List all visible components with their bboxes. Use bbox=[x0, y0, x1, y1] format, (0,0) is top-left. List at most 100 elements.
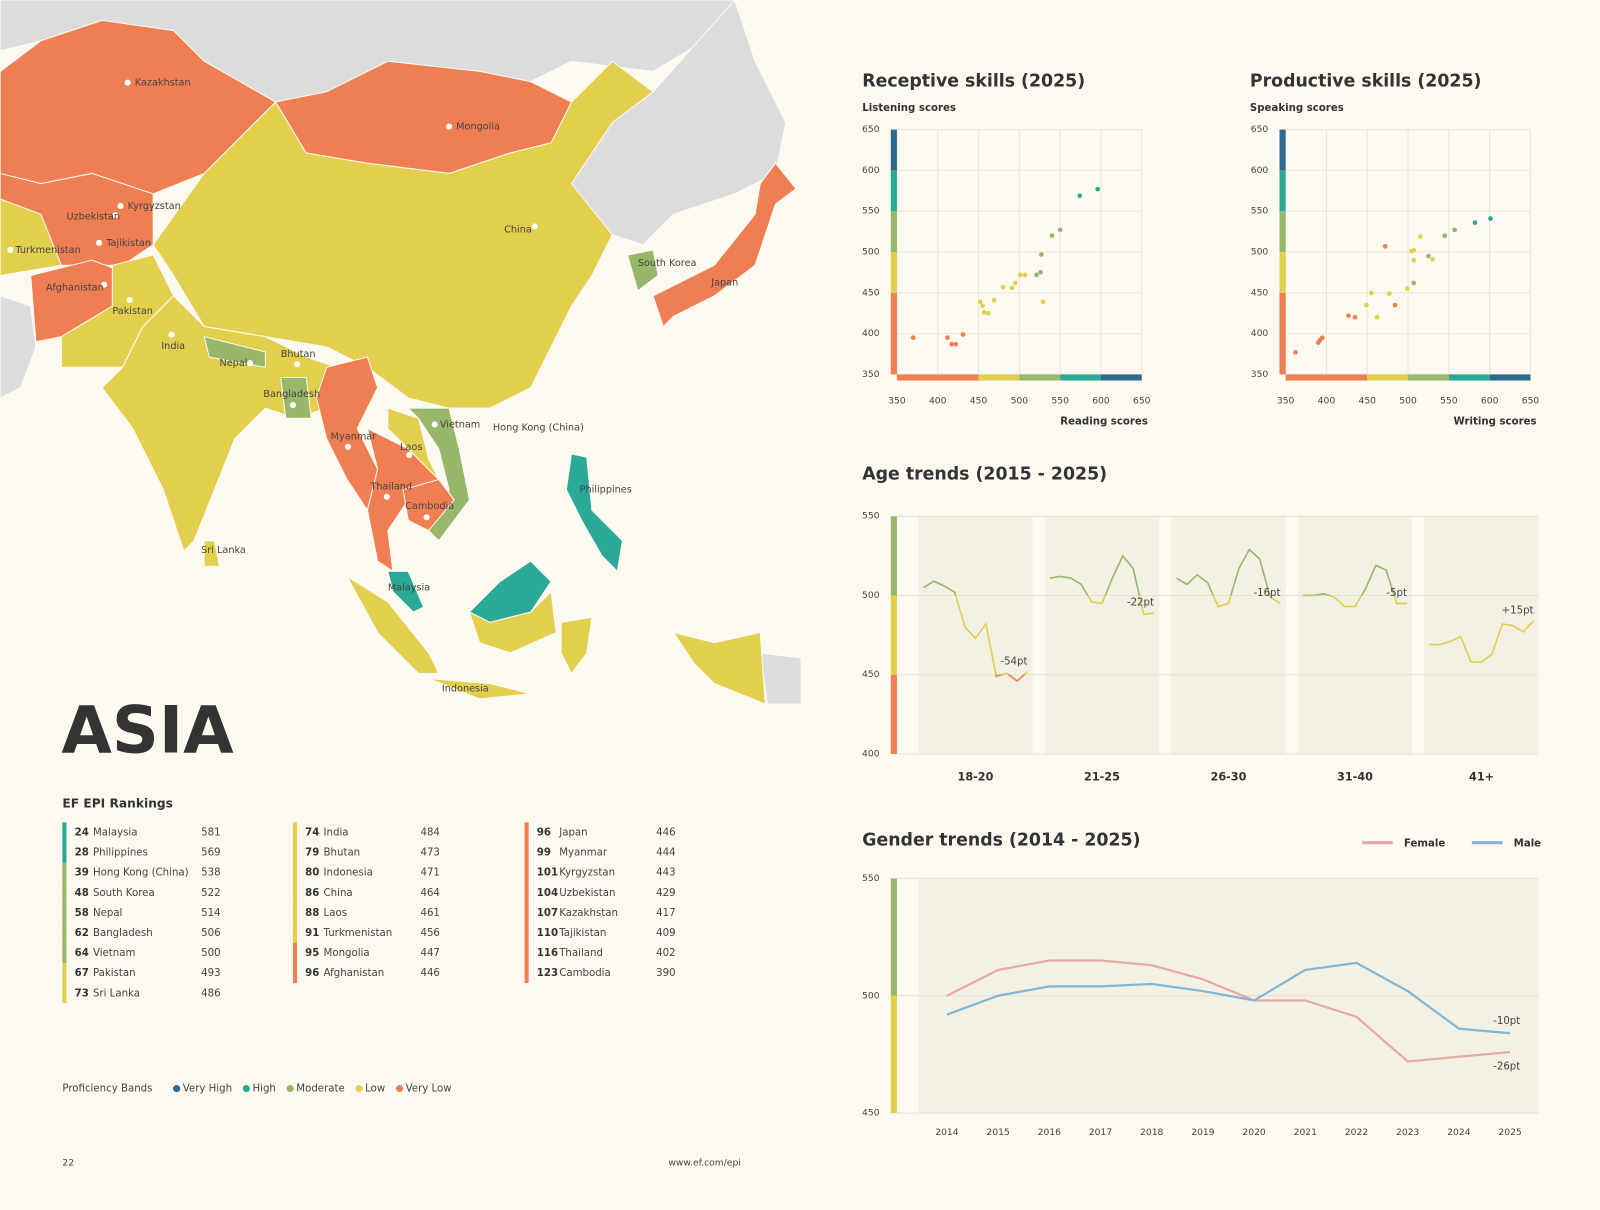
point bbox=[1382, 243, 1388, 249]
country: Cambodia bbox=[559, 968, 611, 979]
legend-label: Low bbox=[365, 1084, 385, 1095]
point bbox=[1411, 248, 1417, 253]
band-bar bbox=[292, 922, 298, 943]
y-tick-label: 550 bbox=[1251, 206, 1269, 217]
score: 581 bbox=[201, 828, 220, 839]
score: 500 bbox=[201, 948, 220, 959]
point bbox=[949, 341, 954, 347]
y-axis-label: Speaking scores bbox=[1250, 103, 1344, 114]
country: Bhutan bbox=[324, 848, 361, 859]
x-tick-label: 450 bbox=[970, 395, 988, 406]
rank: 104 bbox=[537, 888, 558, 899]
x-tick-label: 600 bbox=[1092, 395, 1110, 406]
band-bar bbox=[524, 963, 529, 984]
point bbox=[1040, 299, 1046, 305]
country: Philippines bbox=[93, 848, 148, 859]
point bbox=[1346, 313, 1351, 319]
band-bar bbox=[62, 942, 67, 964]
x-tick-label: 2018 bbox=[1140, 1127, 1164, 1138]
point bbox=[1430, 256, 1435, 262]
rank: 73 bbox=[75, 988, 89, 999]
page-title: ASIA bbox=[61, 693, 234, 769]
map-label: Cambodia bbox=[405, 501, 454, 512]
chart-title: Productive skills (2025) bbox=[1250, 72, 1482, 92]
rank: 123 bbox=[537, 968, 558, 979]
band-bar bbox=[292, 882, 298, 903]
map-dot bbox=[431, 421, 438, 428]
line bbox=[1429, 620, 1535, 663]
band-bar bbox=[62, 822, 67, 843]
y-tick-label: 500 bbox=[862, 990, 880, 1001]
map-label: India bbox=[161, 341, 185, 352]
x-tick-label: 2023 bbox=[1396, 1127, 1420, 1138]
map-label: Sri Lanka bbox=[201, 545, 246, 556]
country bbox=[101, 295, 338, 552]
x-tick-label: 550 bbox=[1051, 395, 1069, 406]
rank: 28 bbox=[75, 848, 89, 859]
point bbox=[1017, 272, 1023, 278]
score: 493 bbox=[201, 968, 220, 979]
country: Mongolia bbox=[324, 948, 370, 959]
country bbox=[428, 677, 531, 700]
band-segment bbox=[890, 292, 897, 375]
score: 484 bbox=[420, 828, 439, 839]
band-bar bbox=[524, 822, 529, 843]
point bbox=[1452, 227, 1457, 233]
x-tick-label: 400 bbox=[1318, 395, 1336, 406]
country bbox=[560, 616, 593, 675]
point bbox=[1352, 314, 1358, 320]
annotation: -26pt bbox=[1493, 1061, 1520, 1072]
y-tick-label: 400 bbox=[862, 328, 880, 339]
rank: 91 bbox=[305, 928, 319, 939]
band-bar bbox=[292, 902, 298, 923]
band-bar bbox=[524, 842, 529, 863]
point bbox=[1411, 280, 1417, 286]
country bbox=[565, 453, 624, 573]
point bbox=[945, 335, 950, 341]
country bbox=[402, 478, 455, 532]
country: Tajikistan bbox=[558, 928, 606, 939]
legend-label: High bbox=[252, 1084, 275, 1095]
point bbox=[1442, 233, 1448, 239]
rank: 101 bbox=[537, 868, 558, 879]
score: 464 bbox=[420, 888, 439, 899]
rank: 88 bbox=[305, 908, 319, 919]
point bbox=[1095, 186, 1101, 192]
map-label: Myanmar bbox=[331, 432, 377, 443]
band-segment bbox=[1100, 374, 1142, 381]
point bbox=[1293, 350, 1298, 355]
point bbox=[977, 299, 983, 305]
band-segment bbox=[890, 595, 897, 675]
y-tick-label: 450 bbox=[862, 669, 880, 680]
annotation: -22pt bbox=[1127, 598, 1154, 609]
country bbox=[203, 335, 266, 368]
point bbox=[981, 310, 987, 315]
map-label: Bhutan bbox=[281, 349, 316, 360]
band-bar bbox=[292, 963, 298, 984]
page-number: 22 bbox=[62, 1158, 74, 1169]
rank: 99 bbox=[537, 848, 551, 859]
band-segment bbox=[1019, 374, 1061, 381]
point bbox=[1034, 272, 1039, 278]
country: Myanmar bbox=[559, 848, 608, 859]
country: China bbox=[324, 888, 353, 899]
score: 506 bbox=[201, 928, 220, 939]
country: South Korea bbox=[93, 888, 155, 899]
x-tick-label: 21-25 bbox=[1084, 770, 1120, 783]
rank: 39 bbox=[75, 868, 89, 879]
rank: 96 bbox=[537, 828, 551, 839]
map-label: South Korea bbox=[638, 258, 697, 269]
x-tick-label: 2014 bbox=[935, 1127, 959, 1138]
band-segment bbox=[1367, 374, 1409, 381]
band-segment bbox=[1448, 374, 1490, 381]
x-tick-label: 650 bbox=[1133, 395, 1151, 406]
country: Thailand bbox=[558, 948, 603, 959]
x-tick-label: 450 bbox=[1358, 395, 1376, 406]
annotation: -16pt bbox=[1253, 588, 1280, 599]
country bbox=[626, 249, 659, 292]
point bbox=[985, 310, 991, 316]
y-tick-label: 550 bbox=[862, 511, 880, 522]
y-tick-label: 350 bbox=[1251, 369, 1269, 380]
legend-label: Moderate bbox=[296, 1084, 344, 1095]
point bbox=[1404, 286, 1410, 292]
